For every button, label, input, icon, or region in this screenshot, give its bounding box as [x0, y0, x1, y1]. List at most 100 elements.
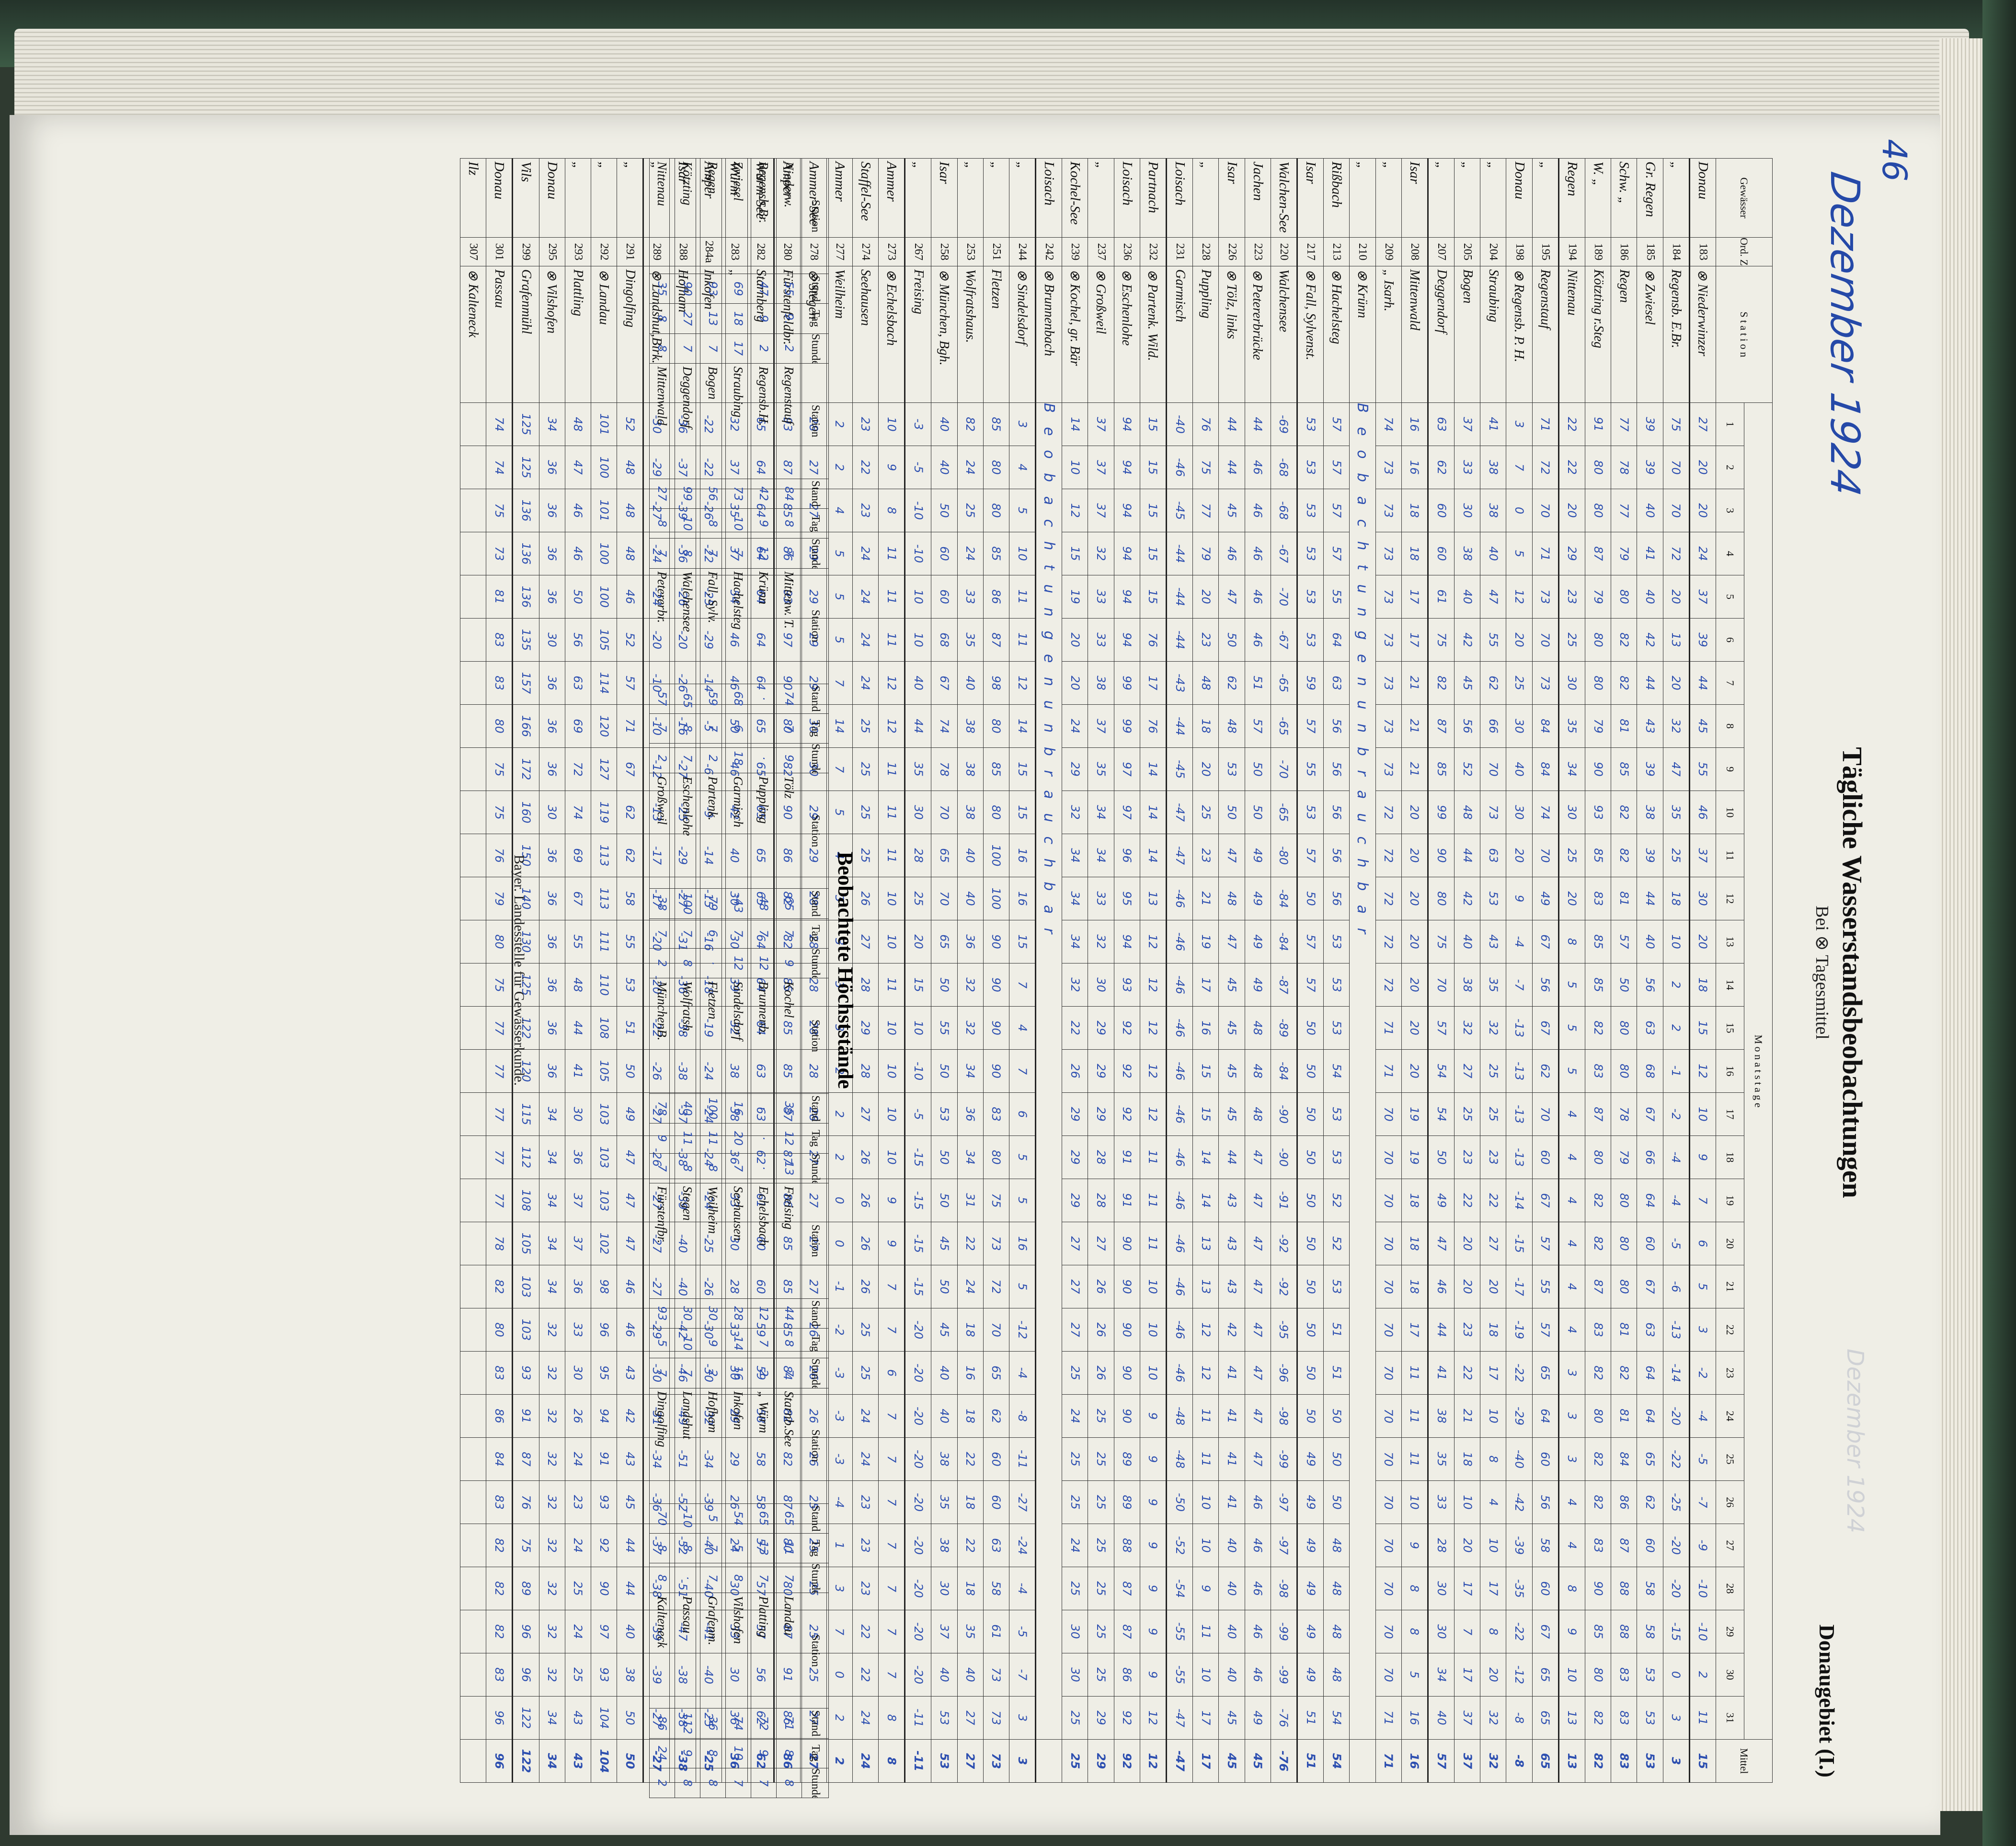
day-value: 45	[1689, 704, 1716, 748]
day-value: 67	[1637, 1092, 1663, 1136]
day-value: 57	[1297, 704, 1324, 748]
station-cell: Nittenau	[1558, 266, 1585, 403]
day-value: 83	[486, 661, 513, 705]
day-value: 33	[1088, 618, 1114, 662]
day-value: 38	[1454, 532, 1480, 575]
hoechst-station: Sindelsdorf	[725, 978, 751, 1094]
gewaesser-cell: Donau	[539, 158, 565, 238]
ord-cell: 205	[1454, 237, 1480, 266]
mittel-cell: 51	[1297, 1739, 1324, 1783]
day-value: 26	[565, 1394, 591, 1438]
day-value: 46	[1245, 1524, 1271, 1567]
hoe-col-stand: Stand	[802, 1708, 829, 1738]
day-value: 30	[1506, 704, 1533, 748]
day-value: 73	[1375, 489, 1402, 532]
day-value: 16	[1401, 446, 1428, 489]
day-value: 24	[1062, 1394, 1088, 1438]
hoechst-stunde: 8	[725, 1563, 751, 1593]
day-value: 11	[878, 963, 905, 1007]
day-value: 53	[1323, 920, 1350, 963]
day-value: 44	[1637, 877, 1663, 920]
hoechst-station: MünchenB.	[649, 978, 675, 1094]
day-value: -1	[1663, 1049, 1690, 1093]
hoechst-table: Station Stand Tag Stunde Station Stand Tag Stun…	[649, 158, 829, 1798]
day-value: 7	[1009, 963, 1036, 1007]
day-value: 20	[905, 920, 931, 963]
day-value: 94	[1114, 532, 1140, 575]
hoechst-stunde: 7	[649, 538, 675, 568]
day-value: 65	[931, 920, 958, 963]
hoechst-stunde: 2	[649, 1768, 675, 1798]
day-value: 40	[905, 661, 931, 705]
hoechst-station: Hachelsteg	[725, 568, 751, 684]
day-value: 6	[1009, 1092, 1036, 1136]
hoechst-stand: 69	[725, 274, 751, 304]
day-value: 103	[591, 1179, 617, 1222]
day-value: 36	[539, 920, 565, 963]
day-value: 47	[1245, 1351, 1271, 1395]
day-value: 10	[1401, 1480, 1428, 1524]
station-cell: ⊗ Landau	[591, 266, 617, 403]
day-value: 48	[1192, 661, 1219, 705]
day-value: 53	[1297, 575, 1324, 619]
day-value: 6	[1689, 1222, 1716, 1265]
hoechst-stunde: 7	[725, 1153, 751, 1183]
day-value	[460, 661, 486, 705]
day-value: 20	[1401, 877, 1428, 920]
day-value: 50	[931, 1265, 958, 1308]
day-value: 32	[1088, 532, 1114, 575]
hoechst-tag: 7	[700, 713, 726, 744]
day-value: 32	[539, 1524, 565, 1567]
day-value: 7	[878, 1394, 905, 1438]
day-value: 15	[905, 963, 931, 1007]
day-value: 32	[1062, 791, 1088, 834]
day-value: 46	[1245, 1567, 1271, 1610]
day-value: 82	[1585, 1437, 1611, 1481]
hoechst-stand: 112	[675, 1708, 700, 1738]
day-value: 34	[957, 1049, 984, 1093]
day-value: 16	[1401, 1696, 1428, 1740]
hoechst-station: Mittenw. T.	[776, 568, 802, 684]
day-value: 75	[1428, 618, 1455, 662]
hoechst-tag: 8	[675, 713, 700, 744]
day-value: 94	[1114, 402, 1140, 446]
day-value: 18	[957, 1567, 984, 1610]
day-value: 18	[957, 1308, 984, 1352]
day-value: 73	[1375, 532, 1402, 575]
day-value: 70	[1532, 618, 1559, 662]
day-value: 53	[1637, 1696, 1663, 1740]
mittel-cell: 57	[1428, 1739, 1455, 1783]
gewaesser-cell: Schw. „	[1611, 158, 1637, 238]
hoechst-row: Regensb.Br. 47 9 2 Regensb.H. 42 9 12 Krünn · · · Pu…	[751, 158, 777, 1798]
day-value: 9	[1140, 1437, 1167, 1481]
day-value: -97	[1271, 1480, 1297, 1524]
day-value: 53	[1297, 532, 1324, 575]
day-value: 53	[1297, 791, 1324, 834]
day-value: 5	[1558, 1049, 1585, 1093]
day-value: 60	[1532, 1567, 1559, 1610]
day-value: 10	[1480, 1524, 1506, 1567]
hoechst-tag: 13	[751, 1533, 777, 1563]
day-value: -90	[1271, 1092, 1297, 1136]
station-cell: ⊗ Kochel, gr. Bär	[1062, 266, 1088, 403]
day-value: 67	[1532, 1179, 1559, 1222]
day-value: 44	[905, 704, 931, 748]
day-header: 29	[1716, 1610, 1744, 1653]
day-value: 40	[1218, 1567, 1245, 1610]
day-value: 20	[1663, 575, 1690, 619]
day-value: 18	[1401, 489, 1428, 532]
hoechst-tag: ·	[751, 713, 777, 744]
day-value: 10	[878, 402, 905, 446]
day-value: 13	[1140, 877, 1167, 920]
day-header: 1	[1716, 402, 1744, 446]
day-value: -95	[1271, 1308, 1297, 1352]
day-value: 30	[1506, 791, 1533, 834]
day-value: 36	[565, 1135, 591, 1179]
hoechst-station: Regensb.Br.	[751, 158, 777, 274]
day-value: 88	[1611, 1567, 1637, 1610]
day-value: 57	[1532, 1308, 1559, 1352]
day-value: 10	[905, 575, 931, 619]
day-value: 40	[931, 402, 958, 446]
hoechst-station: Vilshofen	[725, 1593, 751, 1708]
hoechst-tag: 9	[649, 1123, 675, 1153]
